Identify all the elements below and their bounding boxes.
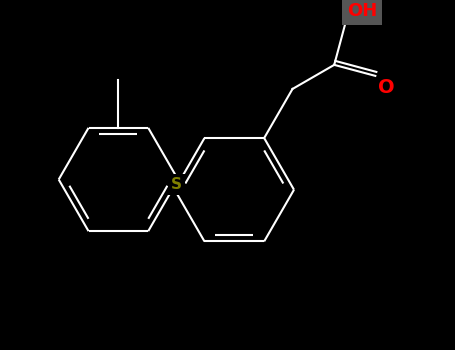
Text: S: S — [171, 177, 182, 192]
Text: OH: OH — [347, 2, 377, 20]
Text: O: O — [378, 78, 394, 97]
